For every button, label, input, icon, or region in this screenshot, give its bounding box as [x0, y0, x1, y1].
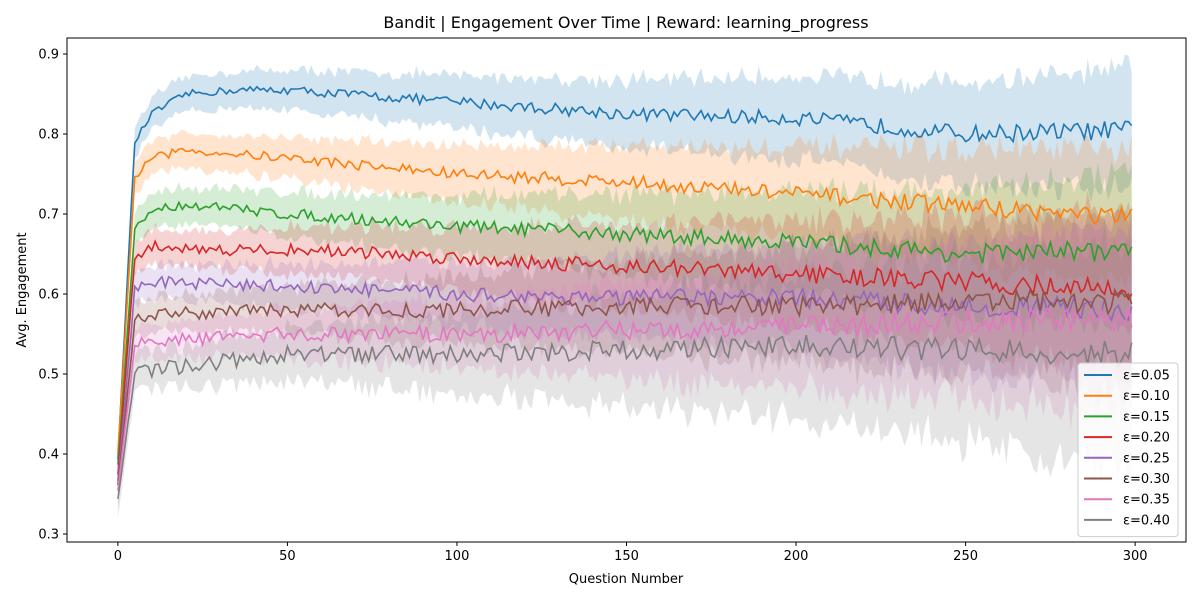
confidence-band-2	[117, 129, 1132, 469]
legend-entry-1: ε=0.05	[1123, 369, 1170, 384]
legend-entry-7: ε=0.35	[1123, 493, 1170, 508]
y-tick-label: 0.9	[38, 48, 59, 63]
x-tick-label: 50	[279, 549, 296, 564]
confidence-band-5	[117, 213, 1132, 496]
legend-entry-5: ε=0.25	[1123, 451, 1170, 466]
x-tick-label: 300	[1123, 549, 1148, 564]
legend-entry-8: ε=0.40	[1123, 513, 1170, 528]
y-tick-label: 0.3	[38, 528, 59, 543]
series-line-3	[117, 200, 1133, 465]
series-line-7	[117, 306, 1133, 491]
y-tick-label: 0.7	[38, 208, 59, 223]
series-line-6	[117, 287, 1133, 486]
series-line-8	[117, 334, 1133, 499]
x-tick-label: 150	[614, 549, 639, 564]
confidence-band-1	[117, 54, 1132, 477]
x-axis-label: Question Number	[569, 572, 684, 587]
confidence-band-7	[117, 211, 1132, 509]
confidence-bands	[117, 54, 1132, 518]
series-line-1	[117, 85, 1133, 460]
series-line-4	[117, 239, 1133, 475]
legend-box	[1077, 362, 1179, 538]
y-tick-label: 0.8	[38, 128, 59, 143]
y-tick-label: 0.4	[38, 448, 59, 463]
confidence-band-8	[117, 216, 1132, 518]
series-line-5	[117, 275, 1133, 481]
chart-title: Bandit | Engagement Over Time | Reward: …	[383, 13, 868, 33]
confidence-band-6	[117, 202, 1132, 504]
y-axis-label: Avg. Engagement	[15, 232, 30, 347]
series-line-2	[117, 147, 1133, 454]
y-tick-label: 0.5	[38, 368, 59, 383]
x-axis-ticks: 0 50 100 150 200 250 300	[114, 542, 1148, 564]
legend-entry-4: ε=0.20	[1123, 431, 1170, 446]
confidence-band-4	[117, 190, 1132, 493]
legend-entry-6: ε=0.30	[1123, 472, 1170, 487]
legend-entry-3: ε=0.15	[1123, 410, 1170, 425]
x-tick-label: 250	[953, 549, 978, 564]
x-tick-label: 100	[445, 549, 470, 564]
legend: ε=0.05 ε=0.10 ε=0.15 ε=0.20 ε=0.25 ε=0.30 ε=0.…	[1077, 362, 1179, 538]
series-lines	[117, 85, 1133, 499]
confidence-band-3	[117, 161, 1132, 483]
x-tick-label: 0	[114, 549, 122, 564]
y-axis-ticks: 0.3 0.4 0.5 0.6 0.7 0.8 0.9	[38, 48, 67, 543]
x-tick-label: 200	[784, 549, 809, 564]
legend-entry-2: ε=0.10	[1123, 389, 1170, 404]
y-tick-label: 0.6	[38, 288, 59, 303]
